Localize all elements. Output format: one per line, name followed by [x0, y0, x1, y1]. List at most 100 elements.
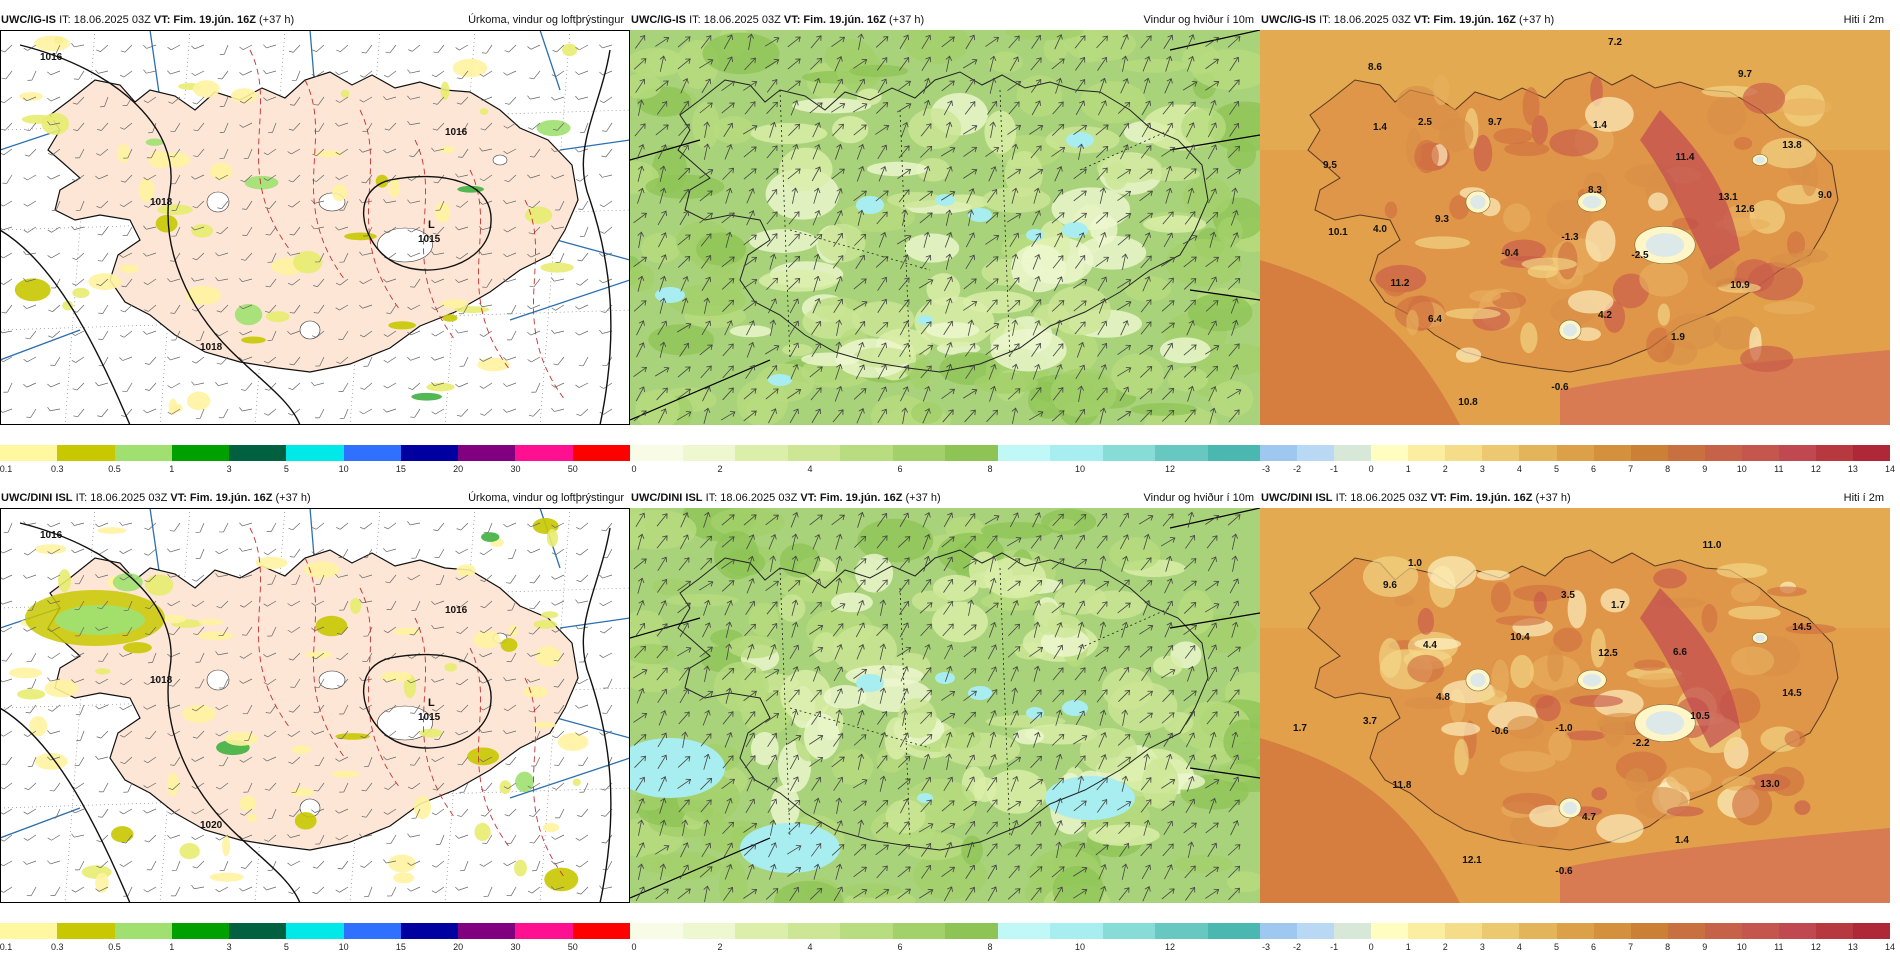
- legend-swatch: [840, 923, 893, 939]
- temp-value-label: -1.3: [1561, 232, 1579, 243]
- precip-map: 1016 1018 1016 1018 L 1015: [0, 30, 630, 425]
- temp-value-label: -0.6: [1491, 726, 1509, 737]
- legend-color-bar: [630, 923, 1260, 939]
- temp-value-label: 1.7: [1611, 600, 1625, 611]
- legend-swatch: [1334, 923, 1372, 939]
- legend-swatch: [682, 923, 735, 939]
- legend-tick-label: 8: [1665, 464, 1671, 474]
- legend-swatch: [1102, 923, 1155, 939]
- legend-tick-label: -2: [1293, 464, 1302, 474]
- legend-tick-label: 13: [1847, 942, 1858, 952]
- legend-tick-label: -3: [1261, 942, 1271, 952]
- temp-value-label: 4.7: [1582, 812, 1596, 823]
- temp-value-label: 1.4: [1593, 120, 1607, 131]
- panel-wind-dini: UWC/DINI ISL IT: 18.06.2025 03Z VT: Fim.…: [630, 488, 1260, 952]
- legend-tick-label: 4: [807, 464, 813, 474]
- legend-tick-label: 1: [169, 464, 175, 474]
- legend-tick-label: 0.1: [0, 942, 13, 952]
- legend-swatch: [1630, 445, 1668, 461]
- isobar-label: 1016: [445, 127, 468, 138]
- panel-title: Vindur og hviður í 10m: [1143, 492, 1254, 504]
- legend-swatch: [400, 445, 459, 461]
- temp-legend: -3-2-10123456789101112131415: [1260, 903, 1895, 952]
- legend-tick-label: 3: [226, 942, 232, 952]
- legend-swatch: [945, 445, 998, 461]
- legend-tick-label: 4: [1516, 942, 1522, 952]
- legend-swatch: [1667, 445, 1705, 461]
- legend-swatch: [1778, 923, 1816, 939]
- panel-header: UWC/IG-IS IT: 18.06.2025 03Z VT: Fim. 19…: [0, 10, 630, 30]
- legend-ticks: 0 2 4 6 8 10 12: [630, 464, 1260, 476]
- legend-tick-label: 4: [807, 942, 813, 952]
- precip-legend: 0.1 0.3 0.5 1 3 5 10 15 20 30 50: [0, 903, 630, 952]
- legend-tick-label: 8: [987, 464, 993, 474]
- legend-tick-label: 0: [631, 942, 637, 952]
- legend-tick-label: 3: [1479, 464, 1485, 474]
- temp-value-label: 9.3: [1435, 214, 1449, 225]
- temp-value-label: -1.0: [1555, 723, 1573, 734]
- legend-tick-label: 1: [169, 942, 175, 952]
- legend-tick-label: -1: [1330, 942, 1339, 952]
- legend-swatch: [458, 923, 516, 939]
- legend-tick-label: 50: [567, 464, 578, 474]
- legend-tick-label: 2: [1442, 942, 1448, 952]
- legend-swatch: [1853, 923, 1891, 939]
- legend-color-bar: [630, 445, 1260, 461]
- legend-tick-label: 7: [1628, 464, 1634, 474]
- panel-title: Hiti í 2m: [1843, 14, 1884, 26]
- legend-tick-label: 3: [226, 464, 232, 474]
- legend-tick-label: 6: [897, 942, 903, 952]
- legend-swatch: [286, 923, 344, 939]
- legend-swatch: [892, 445, 945, 461]
- temp-value-label: 9.7: [1738, 69, 1752, 80]
- lead-time: (+37 h): [905, 492, 941, 504]
- low-pressure-marker: L: [428, 697, 435, 709]
- legend-tick-label: 20: [453, 464, 464, 474]
- legend-swatch: [114, 445, 172, 461]
- temp-map: 11.0 1.0 9.6 3.5 1.7 14.5 4.4 10.4 12.5 6.6 4.8 14.…: [1260, 508, 1890, 903]
- legend-swatch: [229, 923, 287, 939]
- panel-title: Hiti í 2m: [1843, 492, 1884, 504]
- vt-label: VT:: [170, 492, 187, 504]
- temp-value-label: 13.0: [1760, 779, 1780, 790]
- legend-swatch: [735, 923, 788, 939]
- temp-value-label: 10.9: [1730, 280, 1750, 291]
- legend-swatch: [1297, 923, 1335, 939]
- precip-legend: 0.1 0.3 0.5 1 3 5 10 15 20 30 50: [0, 425, 630, 474]
- legend-tick-label: 4: [1516, 464, 1522, 474]
- legend-swatch: [1445, 445, 1483, 461]
- legend-tick-label: 20: [453, 942, 464, 952]
- legend-swatch: [1371, 445, 1409, 461]
- temp-value-label: 14.5: [1782, 688, 1802, 699]
- legend-ticks: -3-2-10123456789101112131415: [1260, 942, 1895, 954]
- legend-tick-label: 0.5: [108, 942, 121, 952]
- wind-map: [630, 508, 1260, 903]
- legend-ticks: 0.1 0.3 0.5 1 3 5 10 15 20 30 50: [0, 942, 630, 954]
- legend-swatch: [1260, 923, 1298, 939]
- legend-swatch: [229, 445, 287, 461]
- legend-swatch: [787, 445, 840, 461]
- legend-swatch: [1482, 445, 1520, 461]
- legend-tick-label: 3: [1479, 942, 1485, 952]
- legend-swatch: [0, 923, 58, 939]
- legend-swatch: [1778, 445, 1816, 461]
- legend-tick-label: 2: [717, 464, 723, 474]
- legend-swatch: [1155, 923, 1208, 939]
- isobar-label: 1018: [150, 675, 173, 686]
- legend-color-bar: [1260, 923, 1891, 939]
- panel-temp-dini: UWC/DINI ISL IT: 18.06.2025 03Z VT: Fim.…: [1260, 488, 1895, 952]
- legend-tick-label: 10: [1736, 942, 1747, 952]
- init-time: IT: 18.06.2025 03Z: [705, 492, 798, 504]
- temp-value-label: -0.4: [1501, 248, 1519, 259]
- model-name: UWC/DINI ISL: [631, 492, 703, 504]
- legend-swatch: [57, 923, 115, 939]
- legend-swatch: [1556, 923, 1594, 939]
- temp-value-label: 3.7: [1363, 716, 1377, 727]
- valid-time: Fim. 19.jún. 16Z: [1433, 14, 1516, 26]
- temp-value-label: 10.5: [1690, 711, 1710, 722]
- legend-swatch: [0, 445, 58, 461]
- legend-swatch: [1334, 445, 1372, 461]
- legend-tick-label: 5: [283, 464, 289, 474]
- legend-swatch: [171, 923, 230, 939]
- legend-swatch: [1050, 445, 1103, 461]
